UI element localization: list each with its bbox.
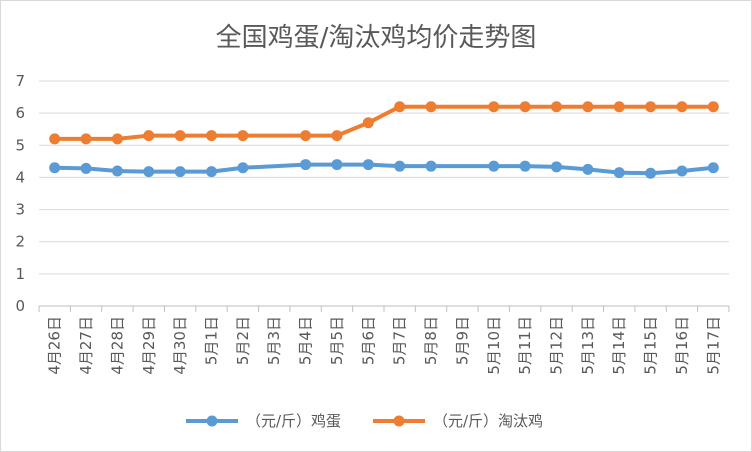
x-tick-label: 5月15日 [642,316,660,375]
series-lines [49,101,719,179]
data-point [331,159,343,171]
data-point [645,167,657,179]
data-point [707,101,719,113]
x-tick-label: 5月6日 [359,316,377,365]
x-tick-label: 5月12日 [548,316,566,375]
data-point [174,130,186,142]
legend-marker [393,415,405,427]
data-point [300,130,312,142]
x-tick-label: 5月16日 [673,316,691,375]
data-point [519,160,531,172]
data-point [551,161,562,173]
y-tick-label: 7 [15,72,25,90]
data-point [425,160,437,172]
x-tick-label: 5月1日 [203,316,221,365]
data-point [300,159,312,171]
x-tick-label: 5月11日 [516,316,534,375]
legend-label: （元/斤）淘汰鸡 [433,412,543,430]
legend-marker [206,415,218,427]
data-point [80,162,92,174]
data-point [174,166,186,178]
data-point [707,162,719,174]
x-tick-label: 5月7日 [391,316,409,365]
gridlines [39,80,729,275]
y-tick-label: 6 [15,104,25,122]
data-point [206,166,217,178]
data-point [362,159,374,171]
data-point [362,117,374,129]
data-point [488,101,500,113]
x-tick-label: 4月26日 [46,316,64,375]
x-tick-label: 5月17日 [704,316,722,375]
chart-title: 全国鸡蛋/淘汰鸡均价走势图 [216,23,537,53]
data-point [613,167,625,179]
y-tick-label: 1 [15,265,25,283]
data-point [331,130,343,142]
x-tick-label: 5月5日 [328,316,346,365]
data-point [49,133,61,145]
data-point [237,162,249,174]
data-point [80,133,92,145]
data-point [613,101,625,113]
y-tick-label: 4 [15,168,25,186]
series-1 [49,101,719,145]
y-tick-label: 5 [15,136,25,154]
data-point [237,130,249,142]
x-tick-label: 5月10日 [485,316,503,375]
axes: 0 1 2 3 4 5 6 7 4月26日 4月27日 4月28日 4月29日 4月30日 5月1日 5月2… [15,72,730,375]
data-point [206,130,217,142]
data-point [488,160,500,172]
x-tick-label: 4月29日 [140,316,158,375]
legend-label: （元/斤）鸡蛋 [246,412,341,430]
x-tick-label: 5月13日 [579,316,597,375]
x-tick-label: 4月28日 [108,316,126,375]
x-tick-label: 5月2日 [234,316,252,365]
x-tick-label: 5月9日 [453,316,471,365]
x-tick-label: 5月8日 [422,316,440,365]
data-point [394,101,406,113]
series-0 [49,159,719,179]
data-point [582,101,594,113]
x-tick-label: 5月4日 [297,316,315,365]
data-point [676,101,688,113]
y-tick-label: 2 [15,233,25,251]
data-point [394,160,406,172]
legend-item: （元/斤）鸡蛋 [186,412,341,430]
data-point [676,165,688,177]
legend: （元/斤）鸡蛋 （元/斤）淘汰鸡 [186,412,543,430]
x-tick-label: 5月3日 [265,316,283,365]
legend-item: （元/斤）淘汰鸡 [373,412,543,430]
data-point [49,162,61,174]
y-tick-label: 3 [15,201,25,219]
x-tick-label: 5月14日 [610,316,628,375]
data-point [645,101,657,113]
data-point [111,133,123,145]
data-point [425,101,437,113]
data-point [519,101,531,113]
x-tick-label: 4月27日 [77,316,95,375]
data-point [143,166,155,178]
y-tick-label: 0 [15,297,25,315]
data-point [582,163,594,175]
data-point [143,130,155,142]
data-point [551,101,562,113]
x-tick-label: 4月30日 [171,316,189,375]
data-point [111,165,123,177]
